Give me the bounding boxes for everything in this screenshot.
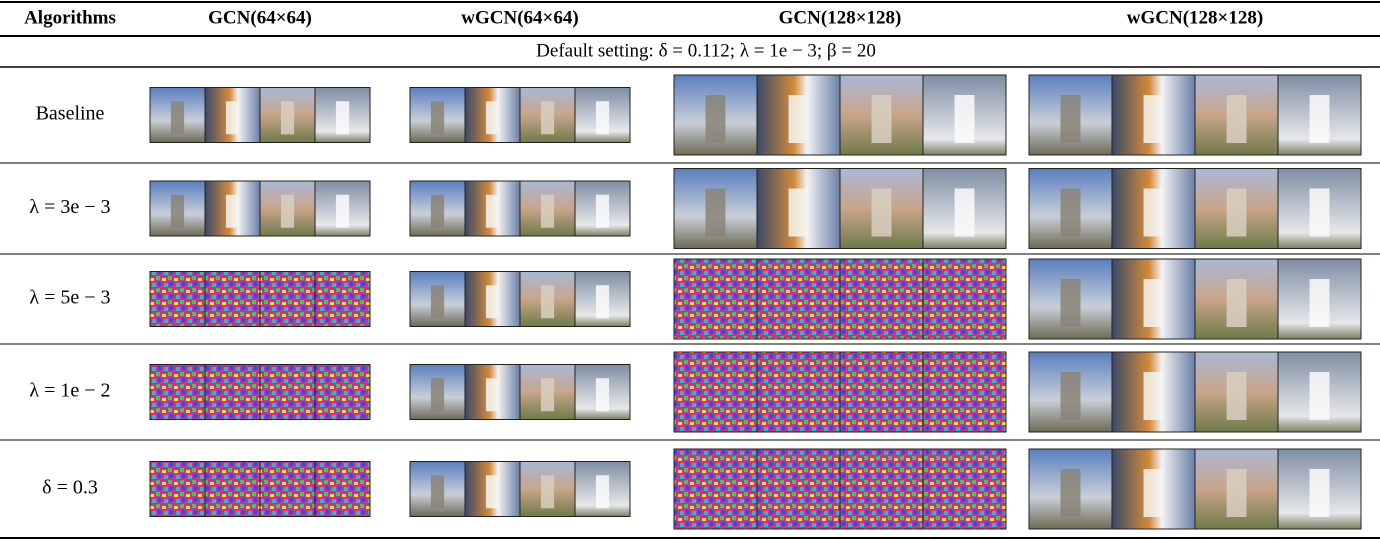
- thumbnail-object: [540, 101, 555, 135]
- thumbnail-object: [485, 194, 500, 228]
- thumbnail-object: [1060, 469, 1081, 517]
- thumbnail-object: [430, 101, 445, 135]
- row-label: δ = 0.3: [42, 477, 98, 499]
- thumbnail-object: [954, 95, 975, 143]
- thumbnail: [204, 364, 261, 420]
- thumbnail-object: [485, 378, 500, 412]
- thumbnail-object: [1309, 95, 1330, 143]
- thumbnail: [149, 461, 206, 517]
- thumbnail: [259, 461, 316, 517]
- thumbnail-object: [595, 101, 610, 135]
- thumbnail-object: [788, 95, 809, 143]
- thumbnail-object: [1309, 372, 1330, 420]
- thumbnail-object: [705, 95, 726, 143]
- thumbnail-object: [1143, 372, 1164, 420]
- thumbnail: [756, 351, 841, 433]
- thumbnail-object: [705, 188, 726, 237]
- thumbnail-object: [430, 378, 445, 412]
- thumbnail-object: [1060, 188, 1081, 237]
- thumbnail: [839, 258, 924, 340]
- thumbnail: [314, 271, 371, 327]
- thumbnail-object: [1060, 279, 1081, 327]
- thumbnail: [839, 351, 924, 433]
- column-header: wGCN(128×128): [1127, 7, 1263, 28]
- thumbnail-object: [1060, 95, 1081, 143]
- thumbnail-object: [595, 378, 610, 412]
- thumbnail-object: [595, 475, 610, 509]
- thumbnail: [314, 364, 371, 420]
- thumbnail: [673, 448, 758, 530]
- thumbnail-object: [871, 95, 892, 143]
- thumbnail-object: [1226, 95, 1247, 143]
- thumbnail-object: [485, 475, 500, 509]
- thumbnail-object: [788, 188, 809, 237]
- thumbnail: [839, 448, 924, 530]
- default-setting: Default setting: δ = 0.112; λ = 1e − 3; …: [536, 40, 876, 61]
- thumbnail-object: [540, 475, 555, 509]
- thumbnail: [204, 461, 261, 517]
- thumbnail-object: [430, 285, 445, 319]
- thumbnail-object: [280, 101, 295, 135]
- thumbnail: [149, 364, 206, 420]
- thumbnail-object: [954, 188, 975, 237]
- thumbnail-object: [430, 475, 445, 509]
- thumbnail-object: [225, 194, 240, 228]
- thumbnail: [673, 351, 758, 433]
- thumbnail-object: [1226, 469, 1247, 517]
- thumbnail: [756, 258, 841, 340]
- thumbnail-object: [430, 194, 445, 228]
- thumbnail-object: [335, 194, 350, 228]
- thumbnail: [922, 351, 1007, 433]
- thumbnail-object: [540, 378, 555, 412]
- thumbnail: [204, 271, 261, 327]
- column-header: GCN(64×64): [208, 7, 312, 28]
- thumbnail: [259, 364, 316, 420]
- thumbnail: [756, 448, 841, 530]
- thumbnail-object: [225, 101, 240, 135]
- thumbnail: [673, 258, 758, 340]
- thumbnail-object: [1060, 372, 1081, 420]
- row-label: λ = 1e − 2: [29, 380, 110, 402]
- thumbnail-object: [1309, 188, 1330, 237]
- row-label: λ = 5e − 3: [29, 287, 110, 309]
- thumbnail: [922, 258, 1007, 340]
- thumbnail: [149, 271, 206, 327]
- thumbnail-object: [170, 194, 185, 228]
- thumbnail-object: [1226, 279, 1247, 327]
- thumbnail-object: [1309, 279, 1330, 327]
- thumbnail: [922, 448, 1007, 530]
- thumbnail-object: [170, 101, 185, 135]
- thumbnail-object: [335, 101, 350, 135]
- column-header: wGCN(64×64): [461, 7, 578, 28]
- column-header: Algorithms: [24, 7, 116, 28]
- thumbnail-object: [485, 101, 500, 135]
- thumbnail-object: [595, 285, 610, 319]
- thumbnail-object: [1226, 372, 1247, 420]
- thumbnail-object: [485, 285, 500, 319]
- thumbnail-object: [1143, 279, 1164, 327]
- row-label: λ = 3e − 3: [29, 196, 110, 218]
- row-label: Baseline: [36, 103, 105, 125]
- thumbnail-object: [540, 285, 555, 319]
- thumbnail-object: [595, 194, 610, 228]
- thumbnail-object: [280, 194, 295, 228]
- column-header: GCN(128×128): [779, 7, 902, 28]
- thumbnail-object: [1226, 188, 1247, 237]
- thumbnail: [259, 271, 316, 327]
- thumbnail-object: [1143, 188, 1164, 237]
- thumbnail-object: [871, 188, 892, 237]
- thumbnail-object: [1143, 469, 1164, 517]
- thumbnail: [314, 461, 371, 517]
- thumbnail-object: [1309, 469, 1330, 517]
- thumbnail-object: [1143, 95, 1164, 143]
- thumbnail-object: [540, 194, 555, 228]
